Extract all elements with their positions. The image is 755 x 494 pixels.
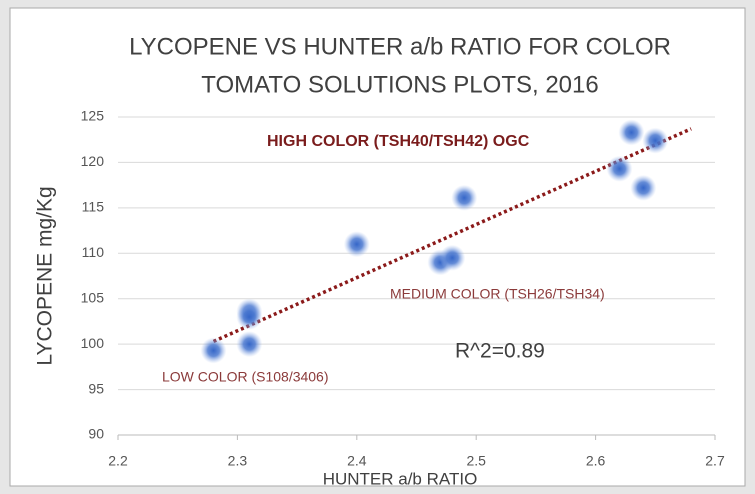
- x-tick-label: 2.3: [228, 453, 248, 469]
- y-tick-label: 115: [82, 199, 105, 215]
- chart-subtitle: TOMATO SOLUTIONS PLOTS, 2016: [201, 71, 598, 98]
- point: [236, 331, 263, 358]
- point: [343, 231, 370, 258]
- x-axis-label: HUNTER a/b RATIO: [323, 469, 478, 488]
- y-tick-label: 110: [82, 244, 105, 260]
- point: [642, 127, 669, 154]
- x-tick-label: 2.7: [705, 453, 725, 469]
- annotation: HIGH COLOR (TSH40/TSH42) OGC: [267, 133, 530, 150]
- x-tick-label: 2.2: [108, 453, 128, 469]
- point: [618, 119, 645, 146]
- y-tick-label: 125: [81, 108, 105, 124]
- y-tick-label: 100: [81, 335, 105, 351]
- y-tick-label: 95: [88, 380, 104, 396]
- y-tick-label: 90: [88, 426, 104, 442]
- point: [236, 303, 263, 330]
- point: [200, 337, 227, 364]
- x-tick-label: 2.6: [586, 453, 606, 469]
- annotation: MEDIUM COLOR (TSH26/TSH34): [390, 286, 605, 302]
- y-tick-label: 105: [81, 289, 105, 305]
- y-tick-label: 120: [81, 153, 105, 169]
- point: [606, 155, 633, 182]
- x-tick-label: 2.4: [347, 453, 367, 469]
- x-tick-label: 2.5: [466, 453, 486, 469]
- point: [439, 244, 466, 271]
- y-axis-label: LYCOPENE mg/Kg: [34, 186, 57, 365]
- annotation: LOW COLOR (S108/3406): [162, 369, 329, 385]
- chart-frame: [9, 7, 746, 487]
- point: [451, 184, 478, 211]
- point: [630, 174, 657, 201]
- annotation: R^2=0.89: [455, 340, 545, 363]
- chart-title: LYCOPENE VS HUNTER a/b RATIO FOR COLOR: [129, 33, 671, 60]
